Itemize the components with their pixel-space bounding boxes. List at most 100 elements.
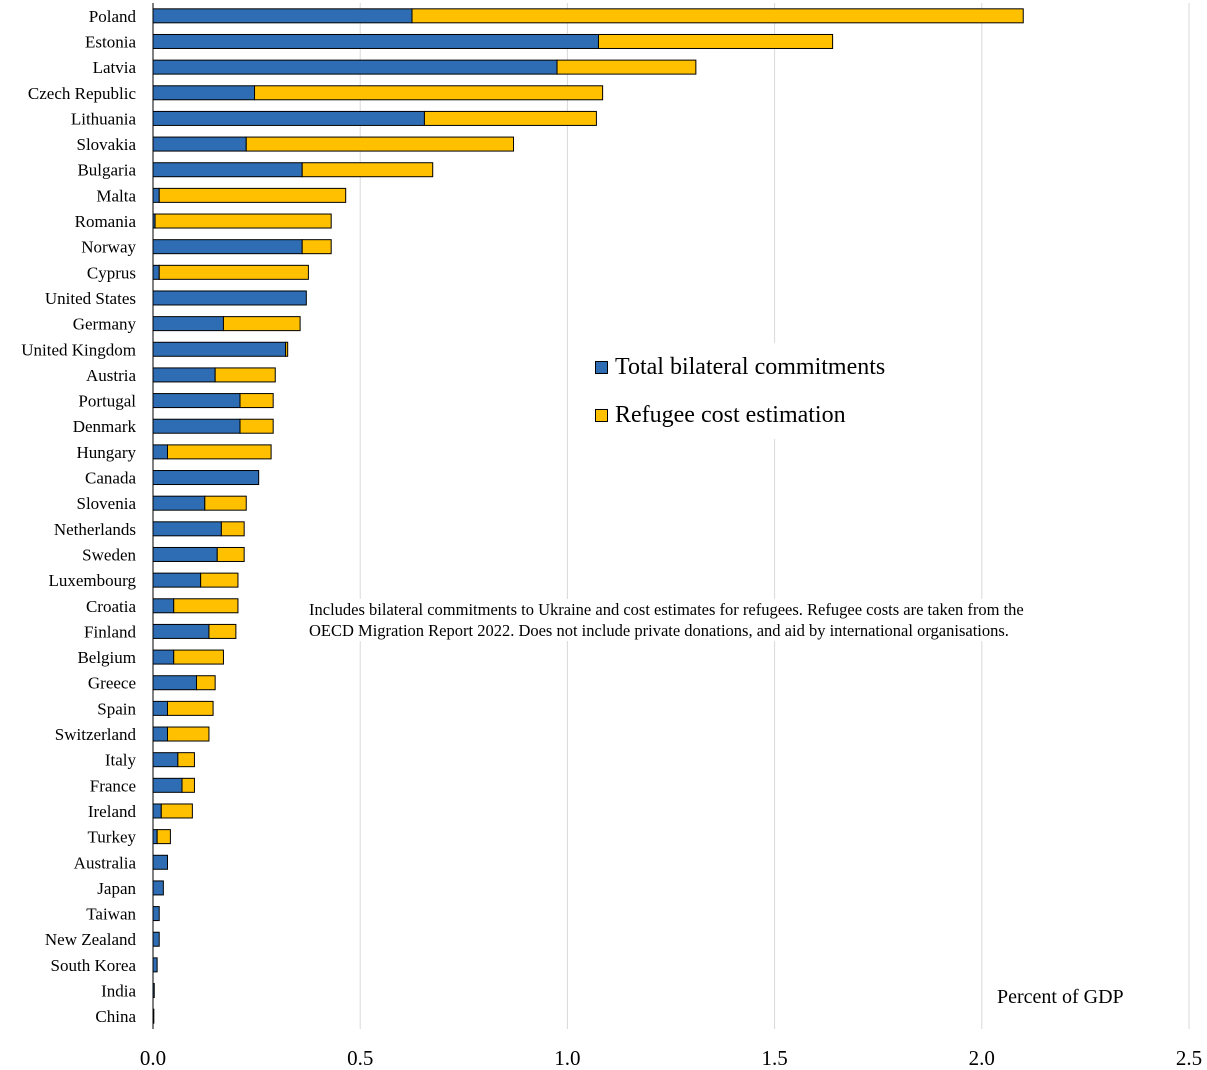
country-label: Lithuania bbox=[71, 109, 137, 128]
country-label: United Kingdom bbox=[21, 340, 136, 359]
bar-segment bbox=[181, 777, 195, 793]
x-tick-label: 0.5 bbox=[347, 1046, 373, 1070]
bar-segment bbox=[152, 136, 247, 152]
bar-segment bbox=[301, 239, 332, 255]
bar-segment bbox=[597, 33, 834, 49]
bar-segment bbox=[156, 829, 171, 845]
country-label: Italy bbox=[105, 751, 137, 770]
country-label: Belgium bbox=[77, 648, 136, 667]
bar-segment bbox=[152, 623, 210, 639]
country-label: Taiwan bbox=[86, 905, 136, 924]
bar-segment bbox=[173, 649, 224, 665]
bar-segment bbox=[152, 187, 160, 203]
country-label: Slovakia bbox=[77, 135, 137, 154]
bar-segment bbox=[152, 675, 198, 691]
bar-segment bbox=[152, 546, 218, 562]
country-label: Denmark bbox=[73, 417, 137, 436]
legend-label: Refugee cost estimation bbox=[615, 401, 846, 428]
bar-segment bbox=[167, 726, 210, 742]
country-label: South Korea bbox=[51, 956, 137, 975]
bar-segment bbox=[239, 418, 274, 434]
bar-segment bbox=[152, 8, 413, 24]
country-label: Poland bbox=[89, 7, 137, 26]
country-label: Spain bbox=[97, 699, 136, 718]
bar-segment bbox=[285, 341, 289, 357]
bar-segment bbox=[152, 316, 224, 332]
legend-item: Refugee cost estimation bbox=[595, 391, 885, 439]
bar-segment bbox=[152, 367, 216, 383]
bar-segment bbox=[152, 752, 179, 768]
legend-swatch bbox=[595, 360, 608, 374]
bar-segment bbox=[196, 675, 216, 691]
country-label: Malta bbox=[96, 186, 136, 205]
x-tick-label: 2.0 bbox=[969, 1046, 995, 1070]
x-tick-label: 1.5 bbox=[761, 1046, 787, 1070]
country-label: Bulgaria bbox=[77, 161, 136, 180]
country-label: Latvia bbox=[93, 58, 137, 77]
bar-segment bbox=[158, 187, 347, 203]
country-label: Norway bbox=[81, 238, 136, 257]
bar-segment bbox=[152, 393, 241, 409]
country-label: Japan bbox=[97, 879, 136, 898]
bar-segment bbox=[152, 829, 158, 845]
bar-segment bbox=[200, 572, 239, 588]
bar-segment bbox=[220, 521, 245, 537]
country-label: Sweden bbox=[82, 545, 136, 564]
country-label: New Zealand bbox=[45, 930, 137, 949]
unit-label: Percent of GDP bbox=[997, 986, 1124, 1009]
bar-segment bbox=[152, 495, 206, 511]
bar-segment bbox=[204, 495, 247, 511]
bar-segment bbox=[152, 290, 307, 306]
x-tick-label: 0.0 bbox=[140, 1046, 166, 1070]
bar-segment bbox=[152, 957, 158, 973]
bar-segment bbox=[152, 418, 241, 434]
country-label: Turkey bbox=[88, 828, 137, 847]
bar-segment bbox=[208, 623, 237, 639]
bar-segment bbox=[152, 572, 202, 588]
legend-label: Total bilateral commitments bbox=[615, 353, 886, 380]
bar-segment bbox=[152, 264, 160, 280]
country-label: Cyprus bbox=[87, 263, 136, 282]
bar-segment bbox=[152, 33, 599, 49]
bar-segment bbox=[177, 752, 195, 768]
bar-segment bbox=[152, 777, 183, 793]
bar-segment bbox=[239, 393, 274, 409]
bar-segment bbox=[152, 444, 169, 460]
gridlines bbox=[359, 3, 1190, 1029]
country-label: Ireland bbox=[88, 802, 137, 821]
bar-segment bbox=[154, 213, 332, 229]
bar-segment bbox=[158, 264, 309, 280]
country-label: Australia bbox=[74, 853, 137, 872]
country-label: Netherlands bbox=[54, 520, 136, 539]
bar-segment bbox=[152, 880, 164, 896]
bar-segment bbox=[152, 598, 175, 614]
country-label: Estonia bbox=[85, 32, 136, 51]
country-label: France bbox=[90, 776, 136, 795]
bars bbox=[152, 8, 1024, 1024]
country-label: Canada bbox=[85, 469, 136, 488]
bar-segment bbox=[301, 162, 434, 178]
country-labels: Poland Estonia Latvia Czech Republic Lithuan… bbox=[21, 7, 136, 1026]
country-label: Slovenia bbox=[77, 494, 137, 513]
country-label: Croatia bbox=[86, 597, 136, 616]
bar-segment bbox=[214, 367, 276, 383]
bar-segment bbox=[222, 316, 301, 332]
bar-segment bbox=[152, 59, 558, 75]
bar-segment bbox=[556, 59, 697, 75]
bar-segment bbox=[216, 546, 245, 562]
bar-segment bbox=[152, 649, 175, 665]
country-label: Romania bbox=[75, 212, 137, 231]
country-label: Hungary bbox=[77, 443, 137, 462]
bar-segment bbox=[152, 239, 303, 255]
country-label: Finland bbox=[84, 622, 136, 641]
country-label: Germany bbox=[73, 315, 137, 334]
bar-segment bbox=[152, 726, 169, 742]
bar-segment bbox=[152, 700, 169, 716]
bar-segment bbox=[173, 598, 239, 614]
bar-segment bbox=[152, 931, 160, 947]
country-label: Portugal bbox=[78, 392, 136, 411]
bar-segment bbox=[152, 162, 303, 178]
bar-segment bbox=[152, 803, 162, 819]
country-label: Luxembourg bbox=[48, 571, 136, 590]
country-label: Switzerland bbox=[55, 725, 137, 744]
